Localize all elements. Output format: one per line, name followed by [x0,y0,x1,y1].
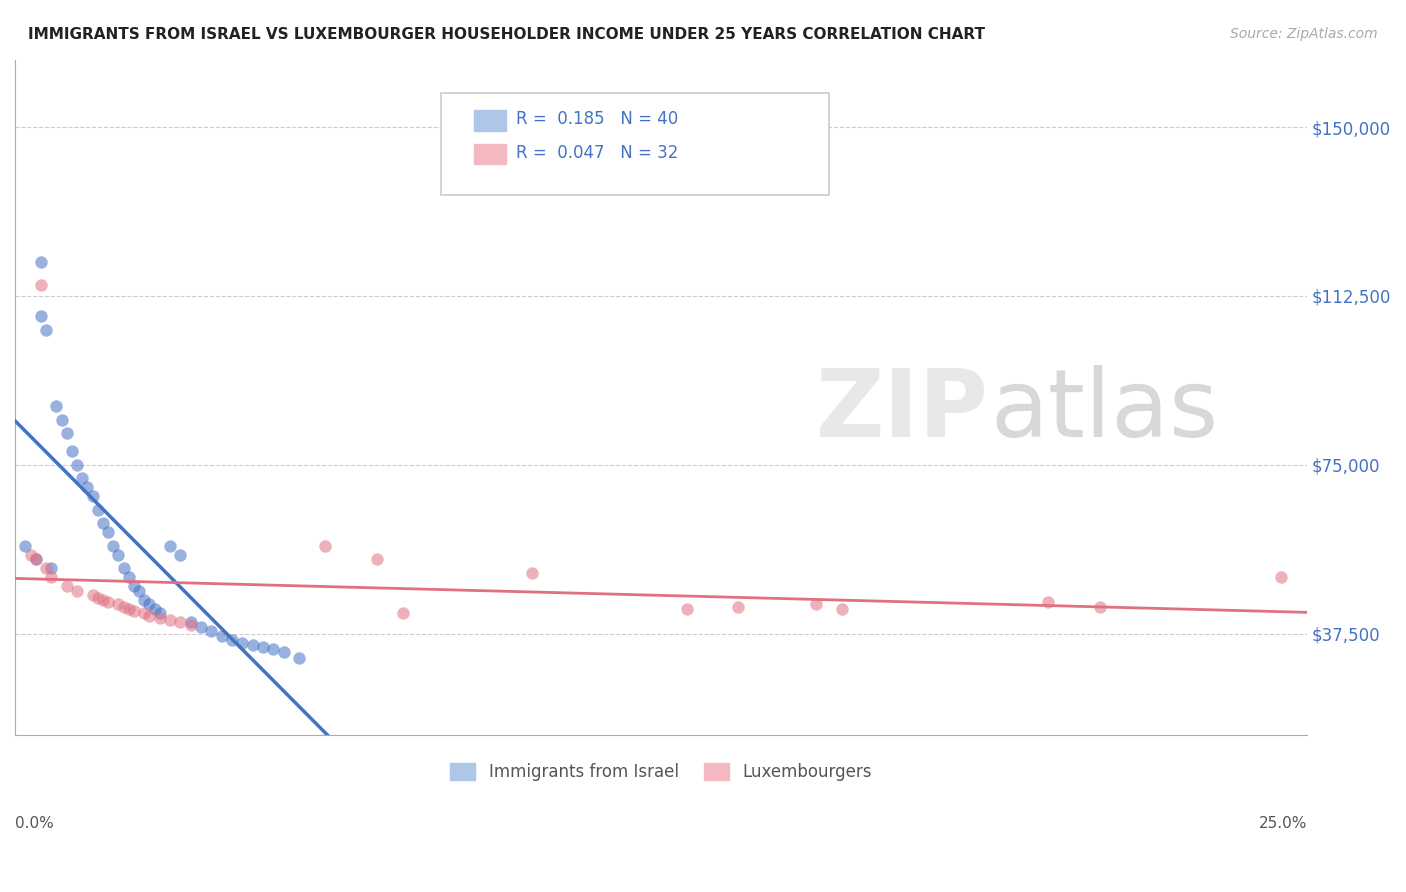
Point [45,399,67,413]
Text: Source: ZipAtlas.com: Source: ZipAtlas.com [1230,27,1378,41]
Legend: Immigrants from Israel, Luxembourgers: Immigrants from Israel, Luxembourgers [444,756,879,788]
Point [288,651,311,665]
Point [804,598,827,612]
Text: 0.0%: 0.0% [15,816,53,831]
Point [169,548,191,562]
Point [14,539,37,553]
Text: R =  0.185   N = 40: R = 0.185 N = 40 [516,110,679,128]
Point [180,615,202,630]
Point [221,633,243,648]
Point [60,444,83,458]
Point [66,458,89,472]
Point [122,579,145,593]
Point [35,561,58,575]
Point [242,638,264,652]
Point [159,613,181,627]
Point [180,617,202,632]
Bar [474,144,506,164]
Point [66,583,89,598]
Point [134,607,156,621]
Point [70,471,93,485]
Point [30,277,52,292]
Point [24,552,46,566]
Point [122,604,145,618]
Point [55,426,77,441]
Point [91,516,114,531]
Point [39,570,62,584]
Point [391,607,413,621]
Point [82,489,104,503]
Point [169,615,191,630]
Point [24,552,46,566]
Point [112,599,135,614]
Point [143,602,166,616]
Point [51,413,73,427]
Point [35,323,58,337]
Point [107,598,129,612]
Point [134,593,156,607]
Point [200,624,222,639]
Point [1038,595,1060,609]
Point [1270,570,1292,584]
Point [1088,599,1111,614]
Point [190,620,212,634]
Point [86,503,108,517]
Point [262,642,284,657]
Point [39,561,62,575]
Point [101,539,124,553]
Point [128,583,150,598]
Point [118,602,141,616]
Point [727,599,749,614]
Point [76,480,98,494]
Point [211,629,233,643]
Point [82,588,104,602]
Point [30,310,52,324]
Point [366,552,388,566]
Text: 25.0%: 25.0% [1258,816,1306,831]
Point [97,525,120,540]
Point [831,602,853,616]
Point [138,608,160,623]
Text: IMMIGRANTS FROM ISRAEL VS LUXEMBOURGER HOUSEHOLDER INCOME UNDER 25 YEARS CORRELA: IMMIGRANTS FROM ISRAEL VS LUXEMBOURGER H… [28,27,986,42]
Text: ZIP: ZIP [815,365,988,457]
Point [149,611,172,625]
Point [30,255,52,269]
Point [520,566,543,580]
Point [138,598,160,612]
Point [149,607,172,621]
Point [91,593,114,607]
Text: atlas: atlas [990,365,1219,457]
Point [112,561,135,575]
Point [20,548,42,562]
Bar [474,111,506,130]
Point [107,548,129,562]
Point [252,640,274,655]
Point [86,591,108,605]
Point [314,539,336,553]
Point [159,539,181,553]
Point [675,602,697,616]
Point [231,635,253,649]
Point [273,645,295,659]
Point [97,595,120,609]
Point [118,570,141,584]
FancyBboxPatch shape [441,94,828,194]
Point [55,579,77,593]
Text: R =  0.047   N = 32: R = 0.047 N = 32 [516,144,679,161]
